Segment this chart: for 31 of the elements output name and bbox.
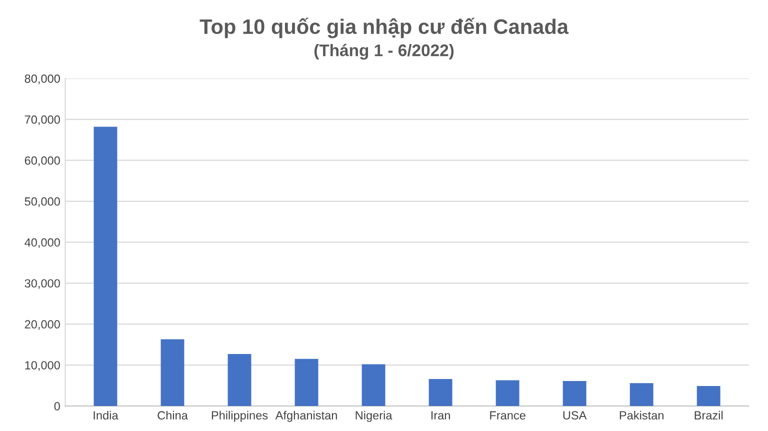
y-tick-label: 40,000	[24, 238, 60, 248]
x-tick-label: India	[94, 410, 118, 420]
x-tick-label: Iran	[431, 411, 450, 420]
y-tick-label: 60,000	[24, 156, 60, 166]
x-tick-label: France	[490, 411, 526, 420]
bar	[696, 386, 720, 406]
x-tick-label: Nigeria	[356, 410, 392, 422]
chart-subtitle: (Tháng 1 - 6/2022)	[314, 44, 454, 60]
y-tick-label: 70,000	[24, 115, 60, 126]
bar	[362, 364, 386, 406]
bar	[562, 381, 586, 406]
bar	[630, 383, 654, 406]
y-tick-label: 30,000	[24, 279, 60, 289]
chart-title: Top 10 quốc gia nhập cư đến Canada	[200, 18, 569, 38]
x-tick-label: China	[158, 410, 188, 420]
y-tick-label: 10,000	[25, 361, 60, 371]
bar	[94, 126, 118, 406]
bar	[496, 380, 520, 406]
bar	[160, 339, 184, 406]
x-tick-label: Pakistan	[620, 410, 664, 420]
y-tick-label: 20,000	[24, 320, 60, 330]
y-tick-label: 80,000	[24, 74, 60, 84]
x-tick-label: USA	[563, 411, 587, 420]
x-tick-label: Philippines	[212, 410, 268, 422]
x-tick-label: Brazil	[694, 410, 723, 420]
bar	[228, 354, 252, 406]
y-tick-label: 0	[54, 402, 60, 410]
x-tick-label: Afghanistan	[275, 410, 337, 422]
bar	[428, 378, 452, 406]
y-tick-label: 50,000	[24, 197, 60, 208]
bar	[294, 358, 318, 406]
